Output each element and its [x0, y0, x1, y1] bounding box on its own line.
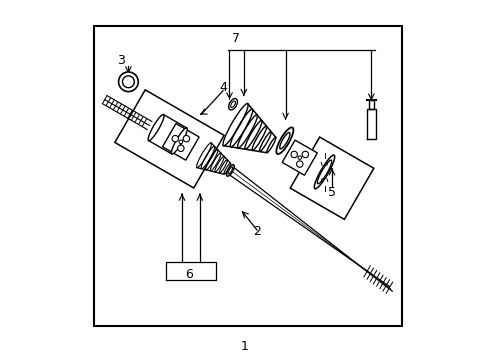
- Text: 1: 1: [240, 339, 248, 352]
- Circle shape: [177, 145, 183, 152]
- Circle shape: [179, 140, 182, 144]
- Bar: [115, 90, 224, 188]
- Circle shape: [302, 151, 308, 158]
- Circle shape: [296, 161, 303, 167]
- Ellipse shape: [118, 72, 138, 91]
- Ellipse shape: [171, 128, 187, 154]
- Text: 2: 2: [253, 225, 261, 238]
- Circle shape: [297, 156, 301, 159]
- Bar: [94, 26, 401, 327]
- Circle shape: [172, 135, 178, 142]
- Text: 4: 4: [219, 81, 226, 94]
- Text: 6: 6: [185, 268, 193, 281]
- Ellipse shape: [148, 114, 163, 141]
- Ellipse shape: [317, 160, 331, 184]
- Circle shape: [290, 151, 297, 158]
- Bar: [282, 140, 317, 175]
- Ellipse shape: [230, 101, 235, 108]
- Ellipse shape: [276, 127, 293, 154]
- Bar: [289, 137, 373, 219]
- Ellipse shape: [226, 165, 234, 176]
- Bar: [162, 123, 199, 160]
- Circle shape: [183, 135, 189, 142]
- Ellipse shape: [314, 155, 334, 189]
- Text: 3: 3: [117, 54, 125, 67]
- Ellipse shape: [227, 167, 232, 174]
- Ellipse shape: [228, 99, 237, 110]
- Ellipse shape: [122, 76, 134, 87]
- Text: 7: 7: [231, 32, 239, 45]
- Ellipse shape: [279, 132, 289, 149]
- Text: 5: 5: [327, 186, 335, 199]
